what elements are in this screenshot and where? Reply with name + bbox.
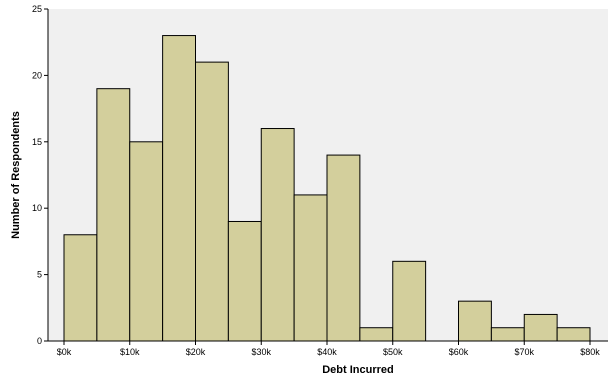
bar-3 (162, 35, 196, 342)
bar-14 (523, 313, 558, 342)
x-tick-label-1: $10k (120, 347, 140, 357)
bar-5 (227, 220, 262, 342)
bar-8 (326, 154, 361, 342)
x-tick-label-2: $20k (186, 347, 206, 357)
x-ticks-group: $0k $10k $20k $30k $40k $50k $60k $70k $80k (57, 341, 600, 357)
bar-2 (129, 141, 164, 342)
y-tick-label-4: 20 (32, 70, 42, 80)
y-tick-label-0: 0 (37, 336, 42, 346)
bar-13 (490, 327, 525, 342)
x-tick-label-0: $0k (57, 347, 72, 357)
bar-10 (392, 260, 427, 342)
bar-4 (195, 61, 229, 342)
y-tick-label-2: 10 (32, 203, 42, 213)
y-tick-label-3: 15 (32, 137, 42, 147)
bar-1 (96, 88, 131, 342)
y-tick-label-5: 25 (32, 4, 42, 14)
x-tick-label-3: $30k (251, 347, 271, 357)
x-tick-label-5: $50k (383, 347, 403, 357)
bar-9 (359, 327, 394, 342)
x-tick-label-4: $40k (317, 347, 337, 357)
bar-0 (63, 234, 98, 342)
y-axis-title: Number of Respondents (10, 111, 22, 239)
x-tick-label-6: $60k (449, 347, 469, 357)
bar-15 (556, 327, 591, 342)
bar-7 (293, 194, 328, 342)
y-ticks-group: 0 5 10 15 20 25 (32, 4, 48, 346)
x-tick-label-8: $80k (580, 347, 600, 357)
y-tick-label-1: 5 (37, 270, 42, 280)
x-tick-label-7: $70k (514, 347, 534, 357)
x-axis-title: Debt Incurred (322, 364, 394, 376)
bar-12 (458, 300, 492, 342)
bar-6 (260, 128, 295, 342)
bars-group (63, 35, 591, 342)
